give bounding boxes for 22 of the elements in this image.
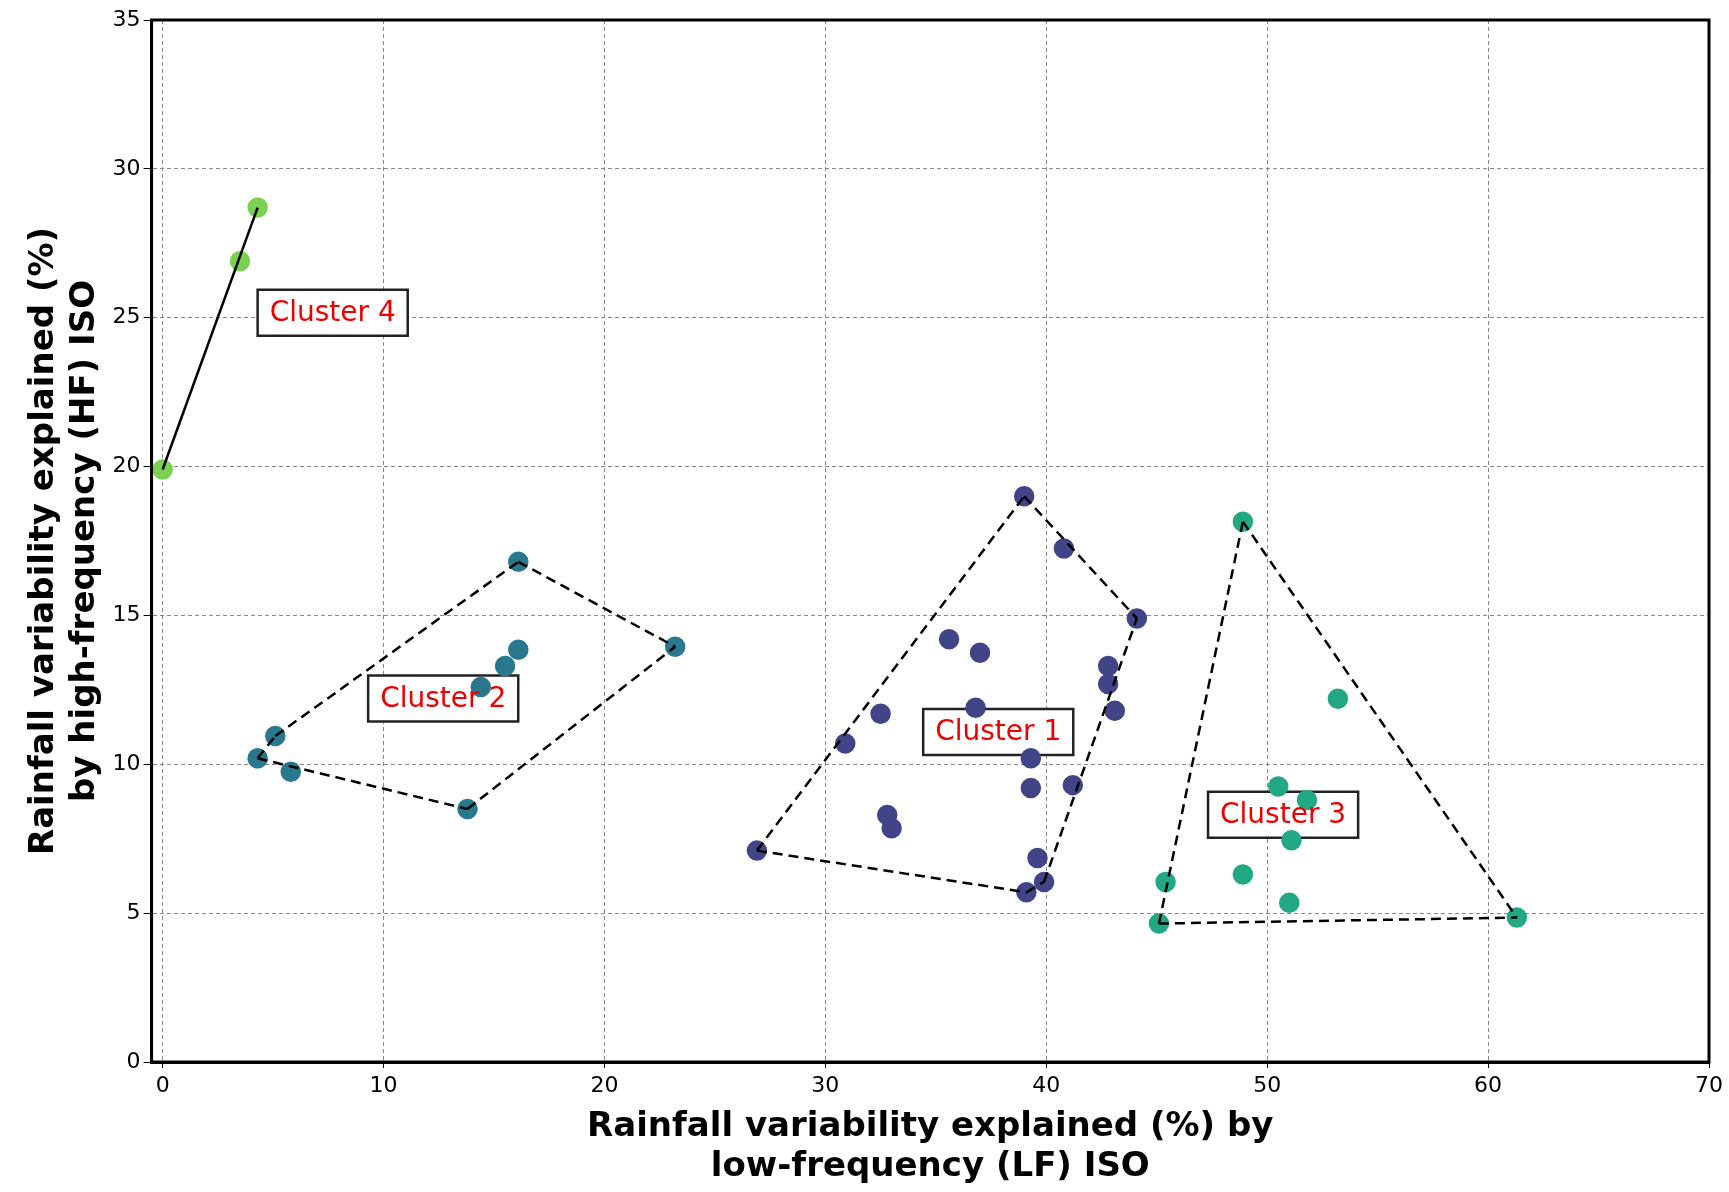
x-tick-label: 10 [369,1071,398,1097]
x-tick-label: 50 [1253,1071,1282,1097]
annotation: Cluster 1 [935,714,1062,748]
x-tick-label: 20 [590,1071,619,1097]
x-tick-label: 0 [155,1071,170,1097]
x-tick-label: 40 [1032,1071,1061,1097]
x-tick-label: 70 [1695,1071,1723,1097]
y-tick-label: 35 [112,5,141,31]
y-tick-label: 0 [126,1047,141,1073]
annotation: Cluster 3 [1220,797,1347,831]
y-tick-label: 25 [112,303,141,329]
x-tick-label: 30 [811,1071,840,1097]
y-tick-label: 5 [126,898,141,924]
y-tick-label: 15 [112,601,141,627]
x-tick-label: 60 [1474,1071,1503,1097]
y-tick-label: 20 [112,452,141,478]
y-tick-label: 30 [112,154,141,180]
annotation: Cluster 4 [269,295,396,329]
y-axis-title: Rainfall variability explained (%) by high-frequency (HF) ISO [21,226,103,856]
annotation: Cluster 2 [380,680,507,714]
x-axis-title: Rainfall variability explained (%) by low-frequency (LF) ISO [587,1103,1274,1185]
y-tick-label: 10 [112,750,141,775]
